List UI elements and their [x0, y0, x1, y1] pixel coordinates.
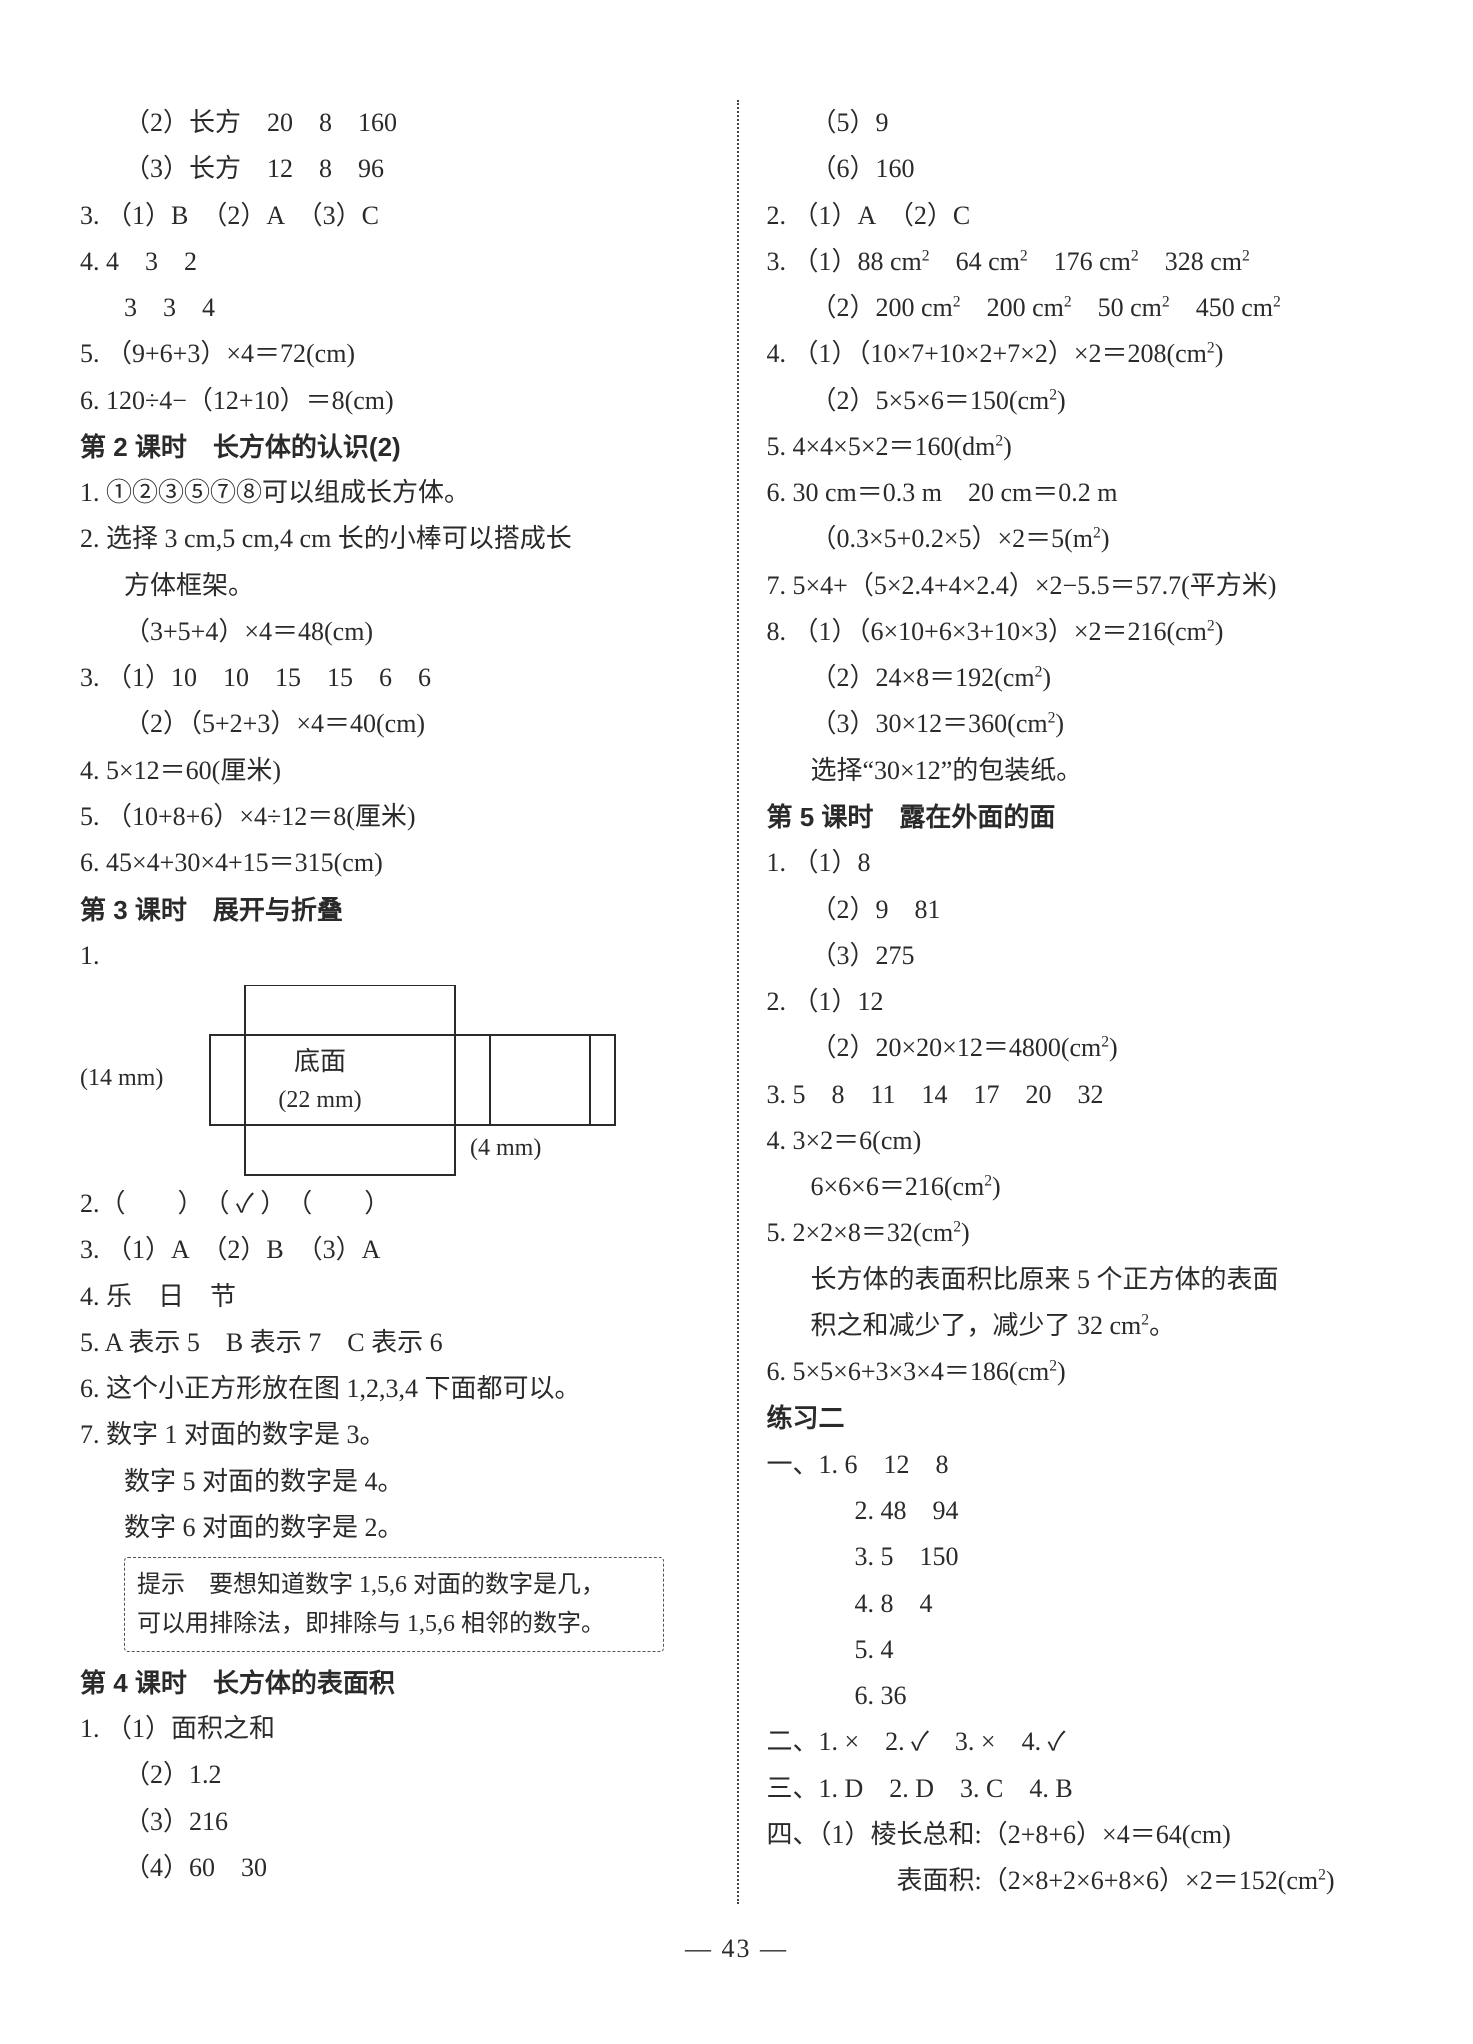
text-line: （3）长方 12 8 96 [80, 146, 707, 192]
text-line: 2. 48 94 [767, 1488, 1394, 1534]
text-line: 选择“30×12”的包装纸。 [767, 748, 1394, 794]
column-right: （5）9 （6）160 2. （1）A （2）C 3. （1）88 cm2 64… [757, 100, 1394, 1904]
text-line: （5）9 [767, 100, 1394, 146]
hint-line: 提示 要想知道数字 1,5,6 对面的数字是几， [137, 1572, 605, 1598]
text-line: 5. A 表示 5 B 表示 7 C 表示 6 [80, 1320, 707, 1366]
label-4mm: (4 mm) [470, 1135, 541, 1161]
hint-box: 提示 要想知道数字 1,5,6 对面的数字是几， 可以用排除法，即排除与 1,5… [124, 1557, 664, 1652]
text-line: 数字 5 对面的数字是 4。 [80, 1459, 707, 1505]
text-line: 6. 120÷4−（12+10）＝8(cm) [80, 378, 707, 424]
text-line: （2）（5+2+3）×4＝40(cm) [80, 701, 707, 747]
text-line: 6. 36 [767, 1673, 1394, 1719]
text-line: 6. 30 cm＝0.3 m 20 cm＝0.2 m [767, 470, 1394, 516]
text-line: 3. （1）10 10 15 15 6 6 [80, 655, 707, 701]
text-line: 4. 3×2＝6(cm) [767, 1118, 1394, 1164]
section-heading: 练习二 [767, 1395, 1394, 1441]
text-line: 3 3 4 [80, 285, 707, 331]
section-heading: 第 2 课时 长方体的认识(2) [80, 424, 707, 470]
text-line: 6×6×6＝216(cm2) [767, 1164, 1394, 1210]
column-left: （2）长方 20 8 160 （3）长方 12 8 96 3. （1）B （2）… [80, 100, 717, 1904]
text-line: 2. （1）12 [767, 979, 1394, 1025]
text-line: （3）30×12＝360(cm2) [767, 701, 1394, 747]
text-line: 2.（ ） （ ✓ ） （ ） [80, 1181, 707, 1227]
text-line: （2）20×20×12＝4800(cm2) [767, 1025, 1394, 1071]
text-line: 数字 6 对面的数字是 2。 [80, 1505, 707, 1551]
hint-line: 可以用排除法，即排除与 1,5,6 相邻的数字。 [137, 1611, 605, 1637]
text-line: （2）长方 20 8 160 [80, 100, 707, 146]
text-line: 长方体的表面积比原来 5 个正方体的表面 [767, 1257, 1394, 1303]
text-line: （2）24×8＝192(cm2) [767, 655, 1394, 701]
text-line: 三、1. D 2. D 3. C 4. B [767, 1766, 1394, 1812]
text-line: 4. 4 3 2 [80, 239, 707, 285]
text-line: 1. （1）8 [767, 840, 1394, 886]
text-line: 3. 5 8 11 14 17 20 32 [767, 1072, 1394, 1118]
text-line: 积之和减少了，减少了 32 cm2。 [767, 1303, 1394, 1349]
text-line: （2）5×5×6＝150(cm2) [767, 378, 1394, 424]
text-line: 7. 5×4+（5×2.4+4×2.4）×2−5.5＝57.7(平方米) [767, 563, 1394, 609]
text-line: （6）160 [767, 146, 1394, 192]
text-line: （3）275 [767, 933, 1394, 979]
label-22mm: (22 mm) [278, 1087, 361, 1113]
text-line: 一、1. 6 12 8 [767, 1442, 1394, 1488]
text-line: （0.3×5+0.2×5）×2＝5(m2) [767, 516, 1394, 562]
text-line: （4）60 30 [80, 1845, 707, 1891]
text-line: 2. （1）A （2）C [767, 193, 1394, 239]
text-line: （2）200 cm2 200 cm2 50 cm2 450 cm2 [767, 285, 1394, 331]
text-line: 5. 4 [767, 1627, 1394, 1673]
text-line: 3. （1）88 cm2 64 cm2 176 cm2 328 cm2 [767, 239, 1394, 285]
text-line: 5. （9+6+3）×4＝72(cm) [80, 331, 707, 377]
text-line: 1. [80, 933, 707, 979]
text-line: 6. 这个小正方形放在图 1,2,3,4 下面都可以。 [80, 1366, 707, 1412]
text-line: 3. （1）B （2）A （3）C [80, 193, 707, 239]
text-line: 4. （1）（10×7+10×2+7×2）×2＝208(cm2) [767, 331, 1394, 377]
text-line: （2）1.2 [80, 1752, 707, 1798]
section-heading: 第 5 课时 露在外面的面 [767, 794, 1394, 840]
section-heading: 第 3 课时 展开与折叠 [80, 887, 707, 933]
label-14mm: (14 mm) [80, 1065, 163, 1091]
text-line: （2）9 81 [767, 887, 1394, 933]
text-line: 5. （10+8+6）×4÷12＝8(厘米) [80, 794, 707, 840]
center-divider [737, 100, 739, 1904]
text-line: 1. ①②③⑤⑦⑧可以组成长方体。 [80, 470, 707, 516]
text-line: 表面积:（2×8+2×6+8×6）×2＝152(cm2) [767, 1858, 1394, 1904]
text-line: 四、（1）棱长总和:（2+8+6）×4＝64(cm) [767, 1812, 1394, 1858]
text-line: 方体框架。 [80, 563, 707, 609]
text-line: 6. 5×5×6+3×3×4＝186(cm2) [767, 1349, 1394, 1395]
text-line: 8. （1）（6×10+6×3+10×3）×2＝216(cm2) [767, 609, 1394, 655]
text-line: 5. 4×4×5×2＝160(dm2) [767, 424, 1394, 470]
text-line: （3+5+4）×4＝48(cm) [80, 609, 707, 655]
section-heading: 第 4 课时 长方体的表面积 [80, 1660, 707, 1706]
text-line: 二、1. × 2. ✓ 3. × 4. ✓ [767, 1719, 1394, 1765]
text-line: 7. 数字 1 对面的数字是 3。 [80, 1412, 707, 1458]
text-line: 4. 8 4 [767, 1581, 1394, 1627]
text-line: 3. 5 150 [767, 1534, 1394, 1580]
page-number: — 43 — [80, 1934, 1393, 1964]
text-line: 1. （1）面积之和 [80, 1706, 707, 1752]
text-line: 6. 45×4+30×4+15＝315(cm) [80, 840, 707, 886]
text-line: 3. （1）A （2）B （3）A [80, 1227, 707, 1273]
text-line: （3）216 [80, 1799, 707, 1845]
net-diagram: (14 mm) 底面 (22 mm) (4 mm) [80, 985, 620, 1175]
text-line: 4. 乐 日 节 [80, 1274, 707, 1320]
text-line: 4. 5×12＝60(厘米) [80, 748, 707, 794]
two-column-layout: （2）长方 20 8 160 （3）长方 12 8 96 3. （1）B （2）… [80, 100, 1393, 1904]
text-line: 2. 选择 3 cm,5 cm,4 cm 长的小棒可以搭成长 [80, 516, 707, 562]
label-bottom-face: 底面 [294, 1047, 346, 1076]
text-line: 5. 2×2×8＝32(cm2) [767, 1210, 1394, 1256]
